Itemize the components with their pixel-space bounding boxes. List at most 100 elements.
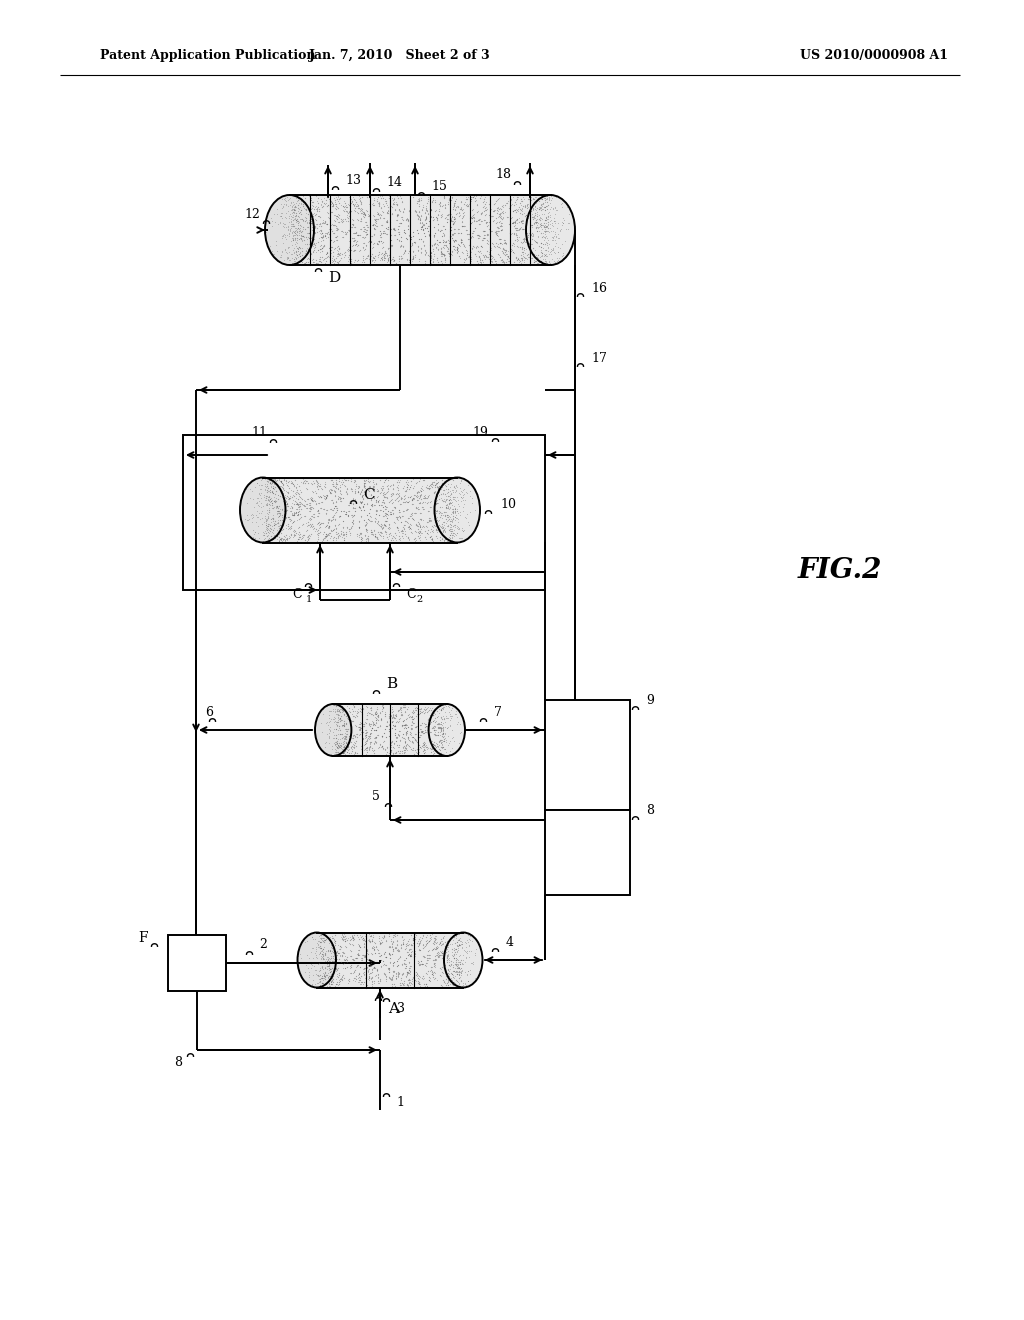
- Point: [516, 246, 532, 267]
- Point: [439, 735, 456, 756]
- Point: [431, 958, 447, 979]
- Point: [308, 944, 325, 965]
- Point: [398, 718, 415, 739]
- Point: [442, 209, 459, 230]
- Point: [329, 948, 345, 969]
- Point: [332, 729, 348, 750]
- Point: [509, 186, 525, 207]
- Point: [333, 248, 349, 269]
- Point: [550, 223, 566, 244]
- Point: [349, 235, 366, 256]
- Point: [298, 239, 314, 260]
- Point: [361, 931, 378, 952]
- Point: [371, 737, 387, 758]
- Point: [434, 708, 451, 729]
- Point: [490, 187, 507, 209]
- Point: [430, 941, 446, 962]
- Point: [537, 244, 553, 265]
- Point: [460, 223, 476, 244]
- Point: [408, 498, 424, 519]
- Point: [278, 494, 294, 515]
- Point: [372, 207, 388, 228]
- Point: [510, 198, 526, 219]
- Point: [398, 714, 415, 735]
- Point: [426, 224, 442, 246]
- Point: [382, 475, 398, 496]
- Ellipse shape: [444, 932, 482, 987]
- Point: [262, 508, 279, 529]
- Point: [322, 721, 338, 742]
- Point: [476, 190, 493, 211]
- Point: [442, 962, 459, 983]
- Point: [430, 946, 446, 968]
- Point: [337, 470, 353, 491]
- Point: [273, 498, 290, 519]
- Point: [317, 243, 334, 264]
- Point: [421, 708, 437, 729]
- Point: [323, 510, 339, 531]
- Point: [427, 222, 443, 243]
- Point: [337, 242, 353, 263]
- Point: [317, 524, 334, 545]
- Point: [400, 224, 417, 246]
- Point: [408, 700, 424, 721]
- Point: [343, 698, 359, 719]
- Point: [510, 248, 526, 269]
- Point: [372, 227, 388, 248]
- Point: [349, 927, 366, 948]
- Point: [382, 944, 398, 965]
- Point: [446, 503, 463, 524]
- Point: [437, 471, 454, 492]
- Point: [498, 252, 514, 273]
- Point: [342, 253, 358, 275]
- Point: [368, 507, 384, 528]
- Point: [310, 933, 327, 954]
- Point: [379, 251, 395, 272]
- Point: [338, 502, 354, 523]
- Bar: [263, 478, 458, 543]
- Point: [355, 470, 372, 491]
- Point: [341, 957, 357, 978]
- Point: [387, 714, 403, 735]
- Point: [541, 202, 557, 223]
- Point: [494, 215, 510, 236]
- Point: [396, 737, 413, 758]
- Point: [436, 246, 453, 267]
- Point: [352, 702, 369, 723]
- Point: [373, 214, 389, 235]
- Point: [437, 496, 454, 517]
- Point: [432, 722, 449, 743]
- Point: [366, 970, 382, 991]
- Point: [545, 227, 561, 248]
- Point: [476, 186, 493, 207]
- Point: [421, 714, 437, 735]
- Point: [308, 964, 325, 985]
- Point: [388, 194, 404, 215]
- Point: [417, 239, 433, 260]
- Point: [524, 243, 541, 264]
- Point: [312, 969, 329, 990]
- Point: [261, 490, 278, 511]
- Point: [477, 199, 494, 220]
- Point: [552, 238, 568, 259]
- Point: [378, 223, 394, 244]
- Point: [411, 966, 427, 987]
- Point: [478, 198, 495, 219]
- Point: [357, 730, 374, 751]
- Point: [319, 227, 336, 248]
- Point: [287, 205, 303, 226]
- Point: [393, 231, 410, 252]
- Point: [285, 215, 301, 236]
- Point: [264, 483, 281, 504]
- Point: [410, 207, 426, 228]
- Point: [503, 189, 519, 210]
- Point: [284, 486, 300, 507]
- Point: [421, 969, 437, 990]
- Point: [336, 741, 352, 762]
- Point: [284, 496, 300, 517]
- Point: [266, 469, 283, 490]
- Point: [432, 725, 449, 746]
- Point: [346, 230, 362, 251]
- Point: [329, 226, 345, 247]
- Point: [470, 242, 486, 263]
